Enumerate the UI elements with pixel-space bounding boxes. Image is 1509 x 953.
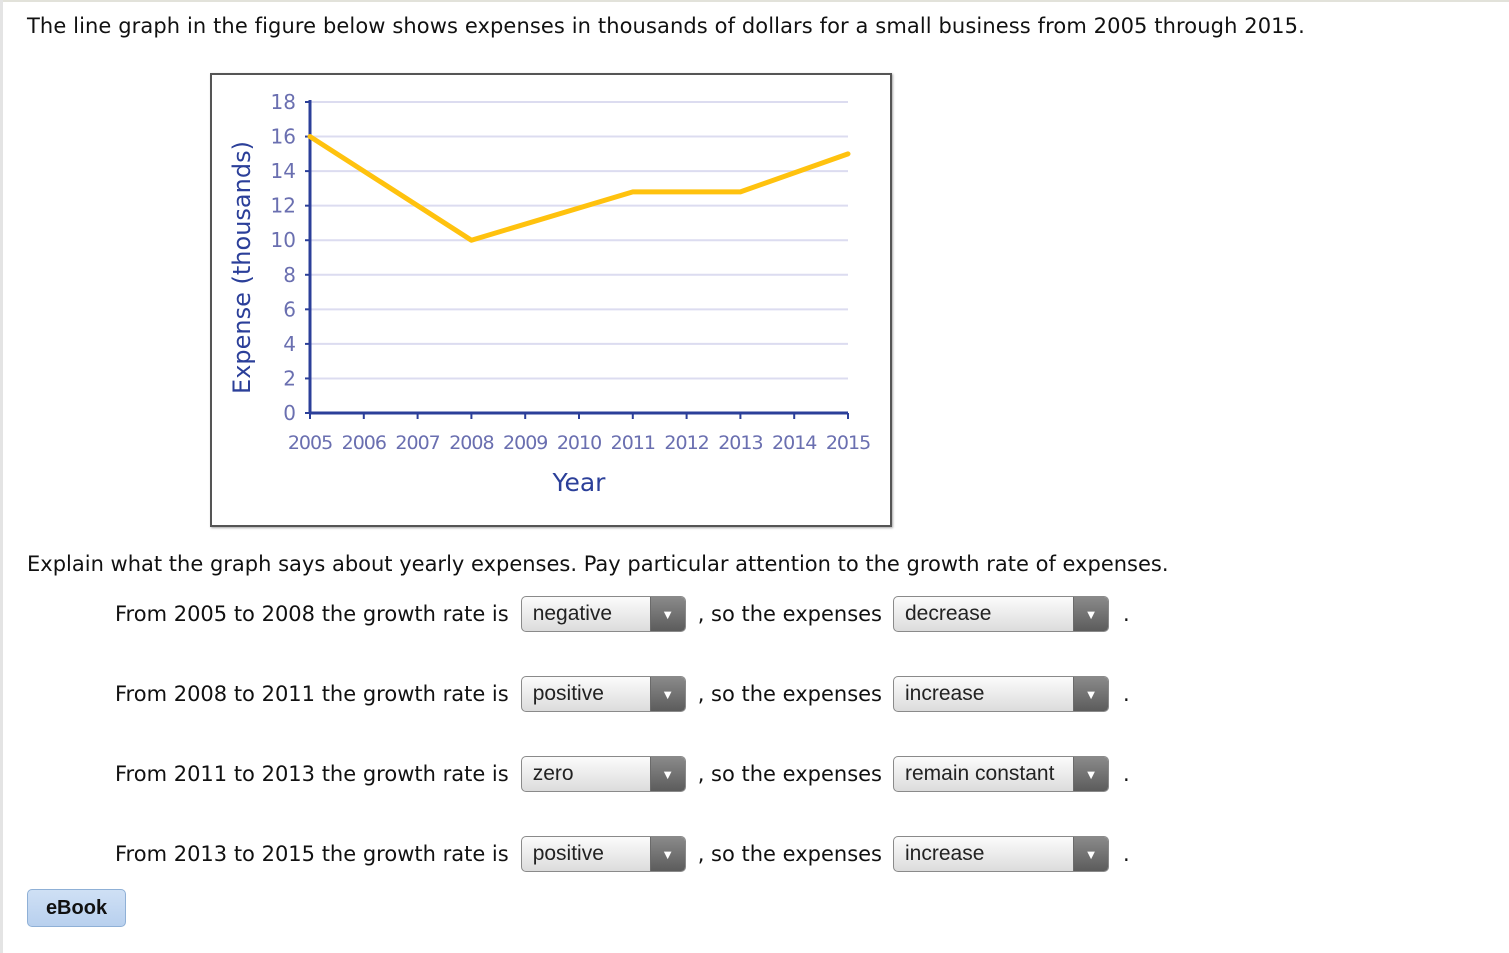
y-tick-label: 12 xyxy=(271,194,296,218)
answer-row: From 2008 to 2011 the growth rate is pos… xyxy=(115,674,1130,714)
y-tick-label: 0 xyxy=(283,401,296,425)
x-tick-label: 2008 xyxy=(449,432,493,454)
row-lead-text: From 2008 to 2011 the growth rate is xyxy=(115,682,509,706)
x-axis-title: Year xyxy=(552,468,607,497)
x-tick-label: 2006 xyxy=(342,432,386,454)
growth-rate-dropdown[interactable]: positive ▼ xyxy=(520,676,686,712)
x-tick-label: 2005 xyxy=(288,432,332,454)
y-tick-label: 10 xyxy=(271,228,296,252)
question-text: Explain what the graph says about yearly… xyxy=(27,552,1169,576)
row-mid-text: , so the expenses xyxy=(697,602,882,626)
row-lead-text: From 2013 to 2015 the growth rate is xyxy=(115,842,509,866)
y-tick-label: 8 xyxy=(283,263,296,287)
dropdown-arrow-icon[interactable]: ▼ xyxy=(649,837,685,871)
y-tick-label: 6 xyxy=(283,297,296,321)
row-mid-text: , so the expenses xyxy=(697,762,882,786)
expenses-dropdown[interactable]: increase ▼ xyxy=(893,836,1109,872)
top-border xyxy=(0,0,1509,2)
row-end-period: . xyxy=(1123,842,1130,866)
growth-rate-dropdown[interactable]: negative ▼ xyxy=(520,596,686,632)
x-tick-label: 2011 xyxy=(611,432,655,454)
expenses-dropdown[interactable]: decrease ▼ xyxy=(893,596,1109,632)
x-tick-label: 2012 xyxy=(664,432,708,454)
row-lead-text: From 2005 to 2008 the growth rate is xyxy=(115,602,509,626)
x-tick-label: 2014 xyxy=(772,432,817,454)
growth-rate-dropdown[interactable]: positive ▼ xyxy=(520,836,686,872)
ebook-button[interactable]: eBook xyxy=(27,889,126,927)
growth-rate-value: negative xyxy=(532,602,613,625)
x-tick-label: 2007 xyxy=(395,432,439,454)
row-end-period: . xyxy=(1123,602,1130,626)
y-tick-label: 4 xyxy=(283,332,296,356)
dropdown-arrow-icon[interactable]: ▼ xyxy=(1073,677,1108,711)
growth-rate-value: positive xyxy=(532,682,604,705)
x-tick-label: 2010 xyxy=(557,432,601,454)
answer-row: From 2013 to 2015 the growth rate is pos… xyxy=(115,834,1130,874)
y-tick-label: 2 xyxy=(283,366,296,390)
dropdown-arrow-icon[interactable]: ▼ xyxy=(649,677,685,711)
expenses-value: increase xyxy=(905,682,985,705)
row-end-period: . xyxy=(1123,762,1130,786)
expense-line xyxy=(307,134,851,243)
dropdown-arrow-icon[interactable]: ▼ xyxy=(1073,597,1108,631)
expenses-dropdown[interactable]: remain constant ▼ xyxy=(893,756,1109,792)
x-tick-label: 2015 xyxy=(826,432,870,454)
line-chart: 0 2 4 6 8 10 12 14 16 18 2005 2006 2007 2008 2009 2010 2… xyxy=(228,90,871,497)
row-mid-text: , so the expenses xyxy=(697,842,882,866)
left-border xyxy=(0,0,3,953)
expenses-value: increase xyxy=(905,842,985,865)
answer-row: From 2011 to 2013 the growth rate is zer… xyxy=(115,754,1130,794)
dropdown-arrow-icon[interactable]: ▼ xyxy=(649,757,685,791)
y-tick-label: 16 xyxy=(271,125,296,149)
y-axis-title: Expense (thousands) xyxy=(228,141,256,394)
answer-row: From 2005 to 2008 the growth rate is neg… xyxy=(115,594,1130,634)
y-tick-label: 18 xyxy=(271,90,296,114)
y-tick-label: 14 xyxy=(271,159,296,183)
row-lead-text: From 2011 to 2013 the growth rate is xyxy=(115,762,509,786)
row-mid-text: , so the expenses xyxy=(697,682,882,706)
x-tick-label: 2013 xyxy=(718,432,762,454)
dropdown-arrow-icon[interactable]: ▼ xyxy=(649,597,685,631)
expenses-dropdown[interactable]: increase ▼ xyxy=(893,676,1109,712)
intro-text: The line graph in the figure below shows… xyxy=(27,14,1305,38)
row-end-period: . xyxy=(1123,682,1130,706)
line-chart-figure: 0 2 4 6 8 10 12 14 16 18 2005 2006 2007 2008 2009 2010 2… xyxy=(210,73,892,527)
x-tick-label: 2009 xyxy=(503,432,547,454)
growth-rate-value: positive xyxy=(532,842,604,865)
growth-rate-dropdown[interactable]: zero ▼ xyxy=(520,756,686,792)
expenses-value: remain constant xyxy=(905,762,1055,785)
dropdown-arrow-icon[interactable]: ▼ xyxy=(1073,757,1108,791)
dropdown-arrow-icon[interactable]: ▼ xyxy=(1073,837,1108,871)
expenses-value: decrease xyxy=(905,602,992,625)
growth-rate-value: zero xyxy=(532,762,574,785)
